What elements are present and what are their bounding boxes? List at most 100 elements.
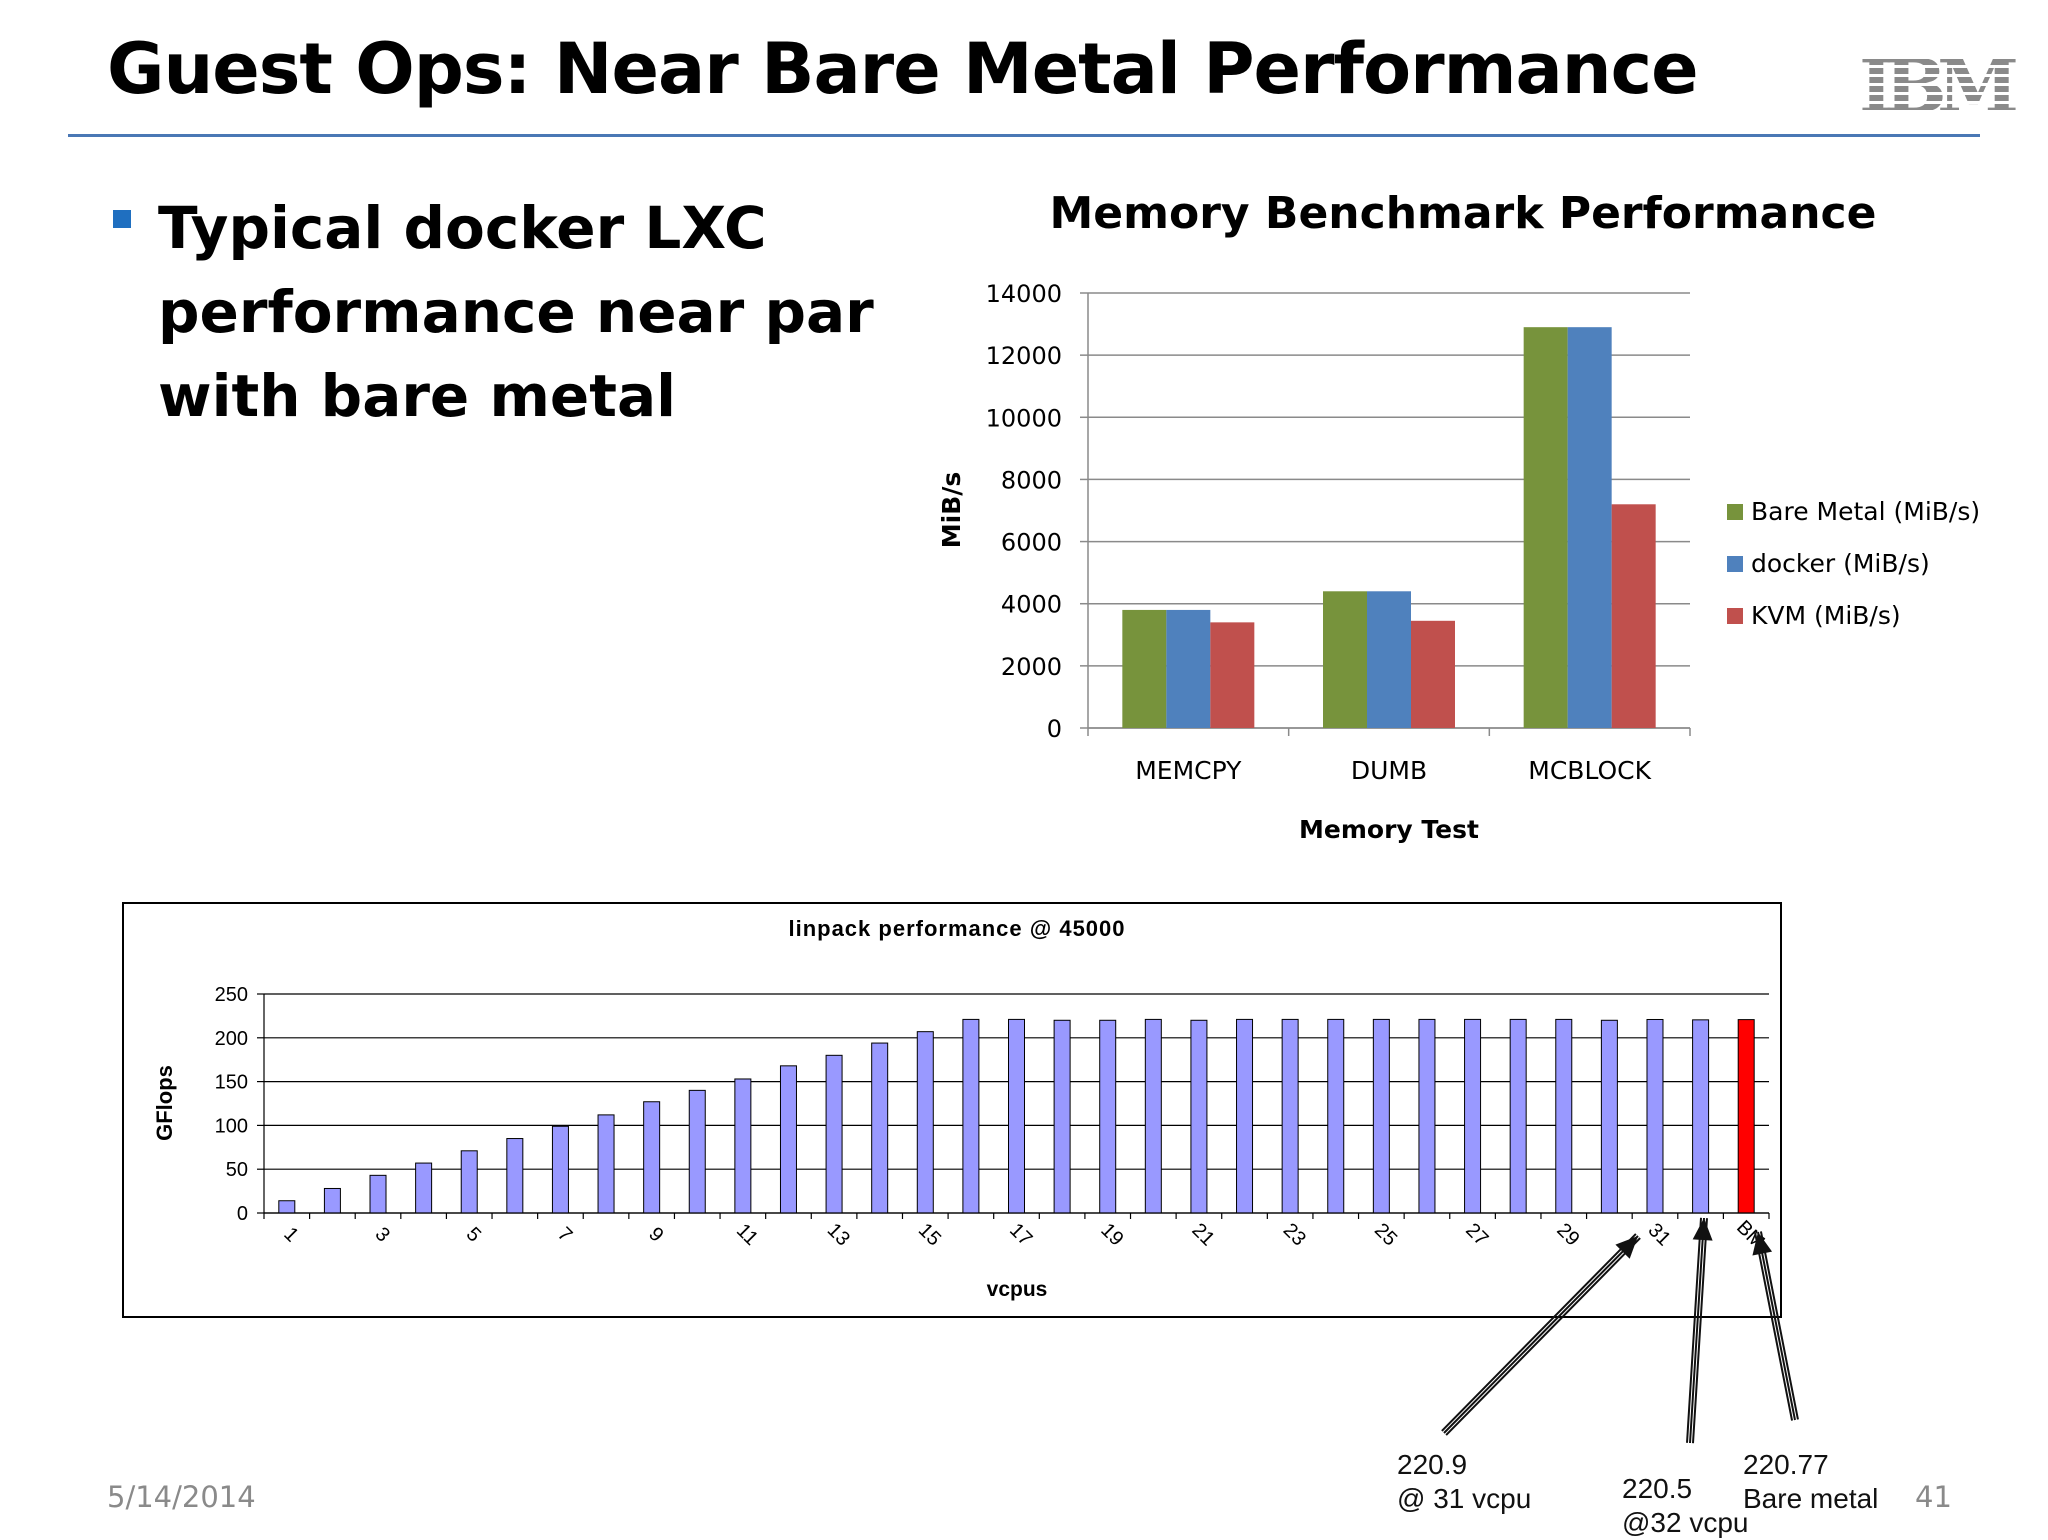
y-tick-label: 200 (215, 1028, 248, 1050)
x-tick-label: 19 (1096, 1219, 1127, 1250)
bar (551, 1125, 569, 1214)
y-tick-label: 12000 (986, 342, 1062, 370)
bar (734, 1078, 752, 1214)
x-tick-label: 23 (1279, 1219, 1310, 1250)
bar (1611, 504, 1656, 728)
y-tick-label: 100 (215, 1115, 248, 1137)
bar (916, 1031, 934, 1214)
y-axis-label: MiB/s (937, 472, 966, 549)
x-tick-label: 17 (1005, 1219, 1036, 1250)
x-tick-label: 7 (553, 1223, 576, 1246)
bar (643, 1101, 661, 1214)
y-tick-label: 8000 (1001, 466, 1062, 494)
y-tick-label: 150 (215, 1072, 248, 1094)
bar (1646, 1018, 1664, 1214)
bar (1122, 609, 1167, 728)
ibm-logo-text: IBM (1859, 50, 2019, 122)
x-tick-label: BM (1732, 1216, 1769, 1253)
legend-entry: docker (MiB/s) (1751, 549, 1930, 578)
y-tick-label: 0 (1047, 715, 1062, 743)
bar (278, 1200, 296, 1214)
bar (1600, 1019, 1618, 1214)
annotation-bare-metal: 220.77 Bare metal (1743, 1448, 1878, 1516)
bar (1418, 1018, 1436, 1214)
annotation-value: 220.5 (1622, 1473, 1693, 1504)
chart-title: linpack performance @ 45000 (788, 916, 1125, 941)
bar (506, 1138, 524, 1214)
slide-title: Guest Ops: Near Bare Metal Performance (107, 28, 1699, 110)
x-tick-label: 1 (279, 1223, 302, 1246)
bar (1464, 1018, 1482, 1214)
annotation-label: @32 vcpu (1622, 1507, 1749, 1538)
title-rule (68, 134, 1980, 137)
bar (688, 1089, 706, 1214)
bar (1190, 1019, 1208, 1214)
x-tick-label: 9 (644, 1223, 667, 1246)
legend-entry: Bare Metal (MiB/s) (1751, 497, 1980, 526)
legend-entry: KVM (MiB/s) (1751, 601, 1901, 630)
bar (1323, 591, 1367, 728)
bar (415, 1162, 433, 1214)
annotation-label: Bare metal (1743, 1483, 1879, 1514)
y-tick-label: 14000 (986, 280, 1062, 308)
y-tick-label: 0 (237, 1203, 248, 1225)
annotation-label: @ 31 vcpu (1397, 1483, 1532, 1514)
bar (1166, 609, 1211, 728)
x-tick-label: 31 (1644, 1219, 1675, 1250)
ibm-logo: IBM (1859, 50, 2019, 122)
bar (1411, 620, 1455, 728)
chart-title: Memory Benchmark Performance (1050, 190, 1877, 239)
bare-metal-bar (1737, 1019, 1755, 1214)
x-tick-label: 29 (1552, 1219, 1583, 1250)
bullet-text: Typical docker LXC performance near par … (158, 194, 874, 430)
annotation-value: 220.77 (1743, 1449, 1829, 1480)
legend-swatch (1727, 504, 1743, 520)
bar (1053, 1019, 1071, 1214)
bar (1099, 1019, 1117, 1214)
x-tick-label: MCBLOCK (1528, 756, 1651, 785)
y-axis-label: GFlops (152, 1065, 177, 1141)
x-tick-label: 11 (732, 1220, 762, 1250)
linpack-chart: linpack performance @ 45000 0 50 100 150 200 2… (152, 916, 1770, 1301)
y-tick-label: 50 (226, 1159, 248, 1181)
x-tick-label: 27 (1461, 1219, 1492, 1250)
x-tick-label: MEMCPY (1135, 756, 1242, 785)
bar (1523, 327, 1568, 728)
x-tick-label: 13 (823, 1219, 854, 1250)
y-tick-label: 4000 (1001, 591, 1062, 619)
x-axis-label: vcpus (987, 1278, 1048, 1301)
bar (1281, 1018, 1299, 1214)
bar (323, 1187, 341, 1214)
bar (825, 1054, 843, 1214)
x-tick-label: 25 (1370, 1219, 1401, 1250)
bar (597, 1114, 615, 1214)
x-tick-label: 15 (914, 1219, 945, 1250)
bar (962, 1018, 980, 1214)
bar (1236, 1018, 1254, 1214)
bar (1509, 1018, 1527, 1214)
bar (1008, 1018, 1025, 1214)
y-tick-label: 10000 (986, 404, 1062, 432)
bar (871, 1042, 889, 1214)
x-tick-label: DUMB (1351, 756, 1427, 785)
slide-number: 41 (1915, 1480, 1952, 1514)
bar (1567, 327, 1612, 728)
memory-benchmark-chart: Memory Benchmark Performance 0 2000 4000 600… (937, 190, 1980, 844)
annotation-value: 220.9 (1397, 1449, 1468, 1480)
legend-swatch (1727, 556, 1743, 572)
bar (1144, 1018, 1162, 1214)
bar (1372, 1018, 1390, 1214)
x-tick-label: 21 (1188, 1219, 1219, 1250)
bar (1692, 1019, 1710, 1214)
bar (1367, 591, 1411, 728)
y-tick-label: 2000 (1001, 653, 1062, 681)
bar (369, 1174, 387, 1214)
annotation-32vcpu: 220.5 @32 vcpu (1622, 1472, 1749, 1540)
x-axis-label: Memory Test (1299, 815, 1479, 844)
x-tick-label: 3 (371, 1223, 394, 1246)
bullet-marker (113, 210, 131, 228)
annotation-31vcpu: 220.9 @ 31 vcpu (1397, 1448, 1531, 1516)
bar (460, 1150, 478, 1214)
legend-swatch (1727, 608, 1743, 624)
slide-date: 5/14/2014 (107, 1480, 256, 1514)
